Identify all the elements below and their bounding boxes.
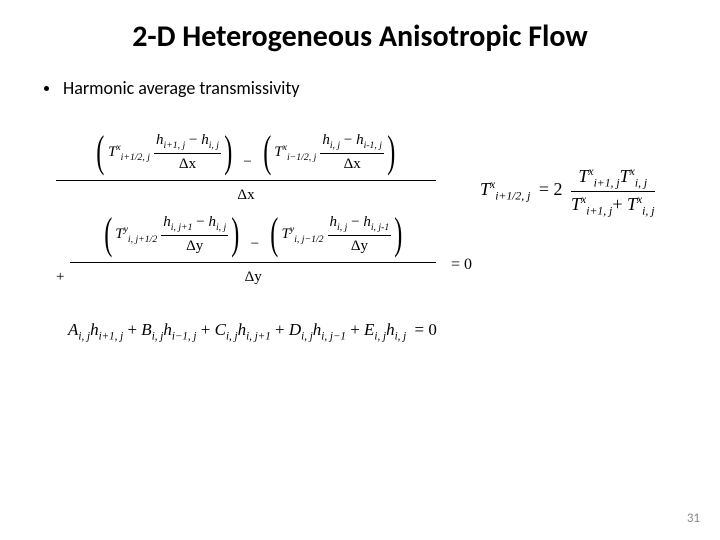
main-equation: ( Txi+1/2, j hi+1, j − hi, j Δx ) − ( Tx… [56,130,436,286]
slide-title: 2-D Heterogeneous Anisotropic Flow [0,0,720,55]
harmonic-avg-equation: Txi+1/2, j = 2 Txi+1, jTxi, j Txi+1, j+ … [480,165,680,217]
bullet-text: Harmonic average transmissivity [63,77,300,99]
x-direction-term: ( Txi+1/2, j hi+1, j − hi, j Δx ) − ( Tx… [56,130,436,204]
y-direction-term: + ( Tyi, j+1/2 hi, j+1 − hi, j Δy ) [56,212,436,286]
bullet-dot-icon [44,86,49,91]
coefficient-equation: Ai, jhi+1, j + Bi, jhi−1, j + Ci, jhi, j… [68,320,437,342]
page-number: 31 [687,511,700,526]
outer-delta-y: Δy [245,269,262,286]
outer-delta-x: Δx [237,187,254,204]
equals-zero: = 0 [451,256,472,274]
bullet-item: Harmonic average transmissivity [44,77,720,99]
